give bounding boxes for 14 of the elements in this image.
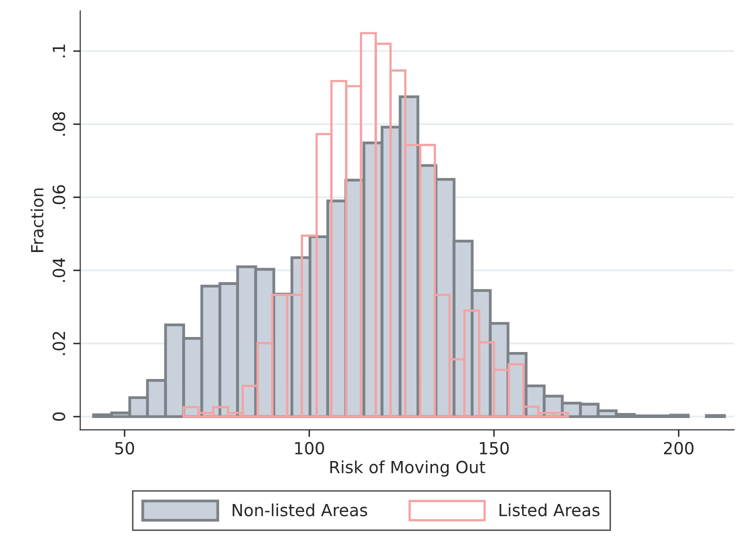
y-tick-label: 0 xyxy=(52,412,66,421)
legend-label: Listed Areas xyxy=(500,503,600,516)
legend-label: Non-listed Areas xyxy=(232,503,368,516)
y-axis-title: Fraction xyxy=(30,188,44,252)
x-axis-title: Risk of Moving Out xyxy=(330,460,486,477)
x-tick-label: 200 xyxy=(664,442,694,454)
y-tick-label: .04 xyxy=(52,258,66,282)
y-tick-label: .1 xyxy=(52,44,65,58)
y-tick-label: .08 xyxy=(52,112,66,136)
x-tick-label: 50 xyxy=(115,442,134,454)
y-tick-label: .06 xyxy=(52,185,66,209)
x-tick-label: 100 xyxy=(295,442,324,454)
x-tick-label: 150 xyxy=(480,442,509,454)
y-tick-label: .02 xyxy=(52,332,66,355)
